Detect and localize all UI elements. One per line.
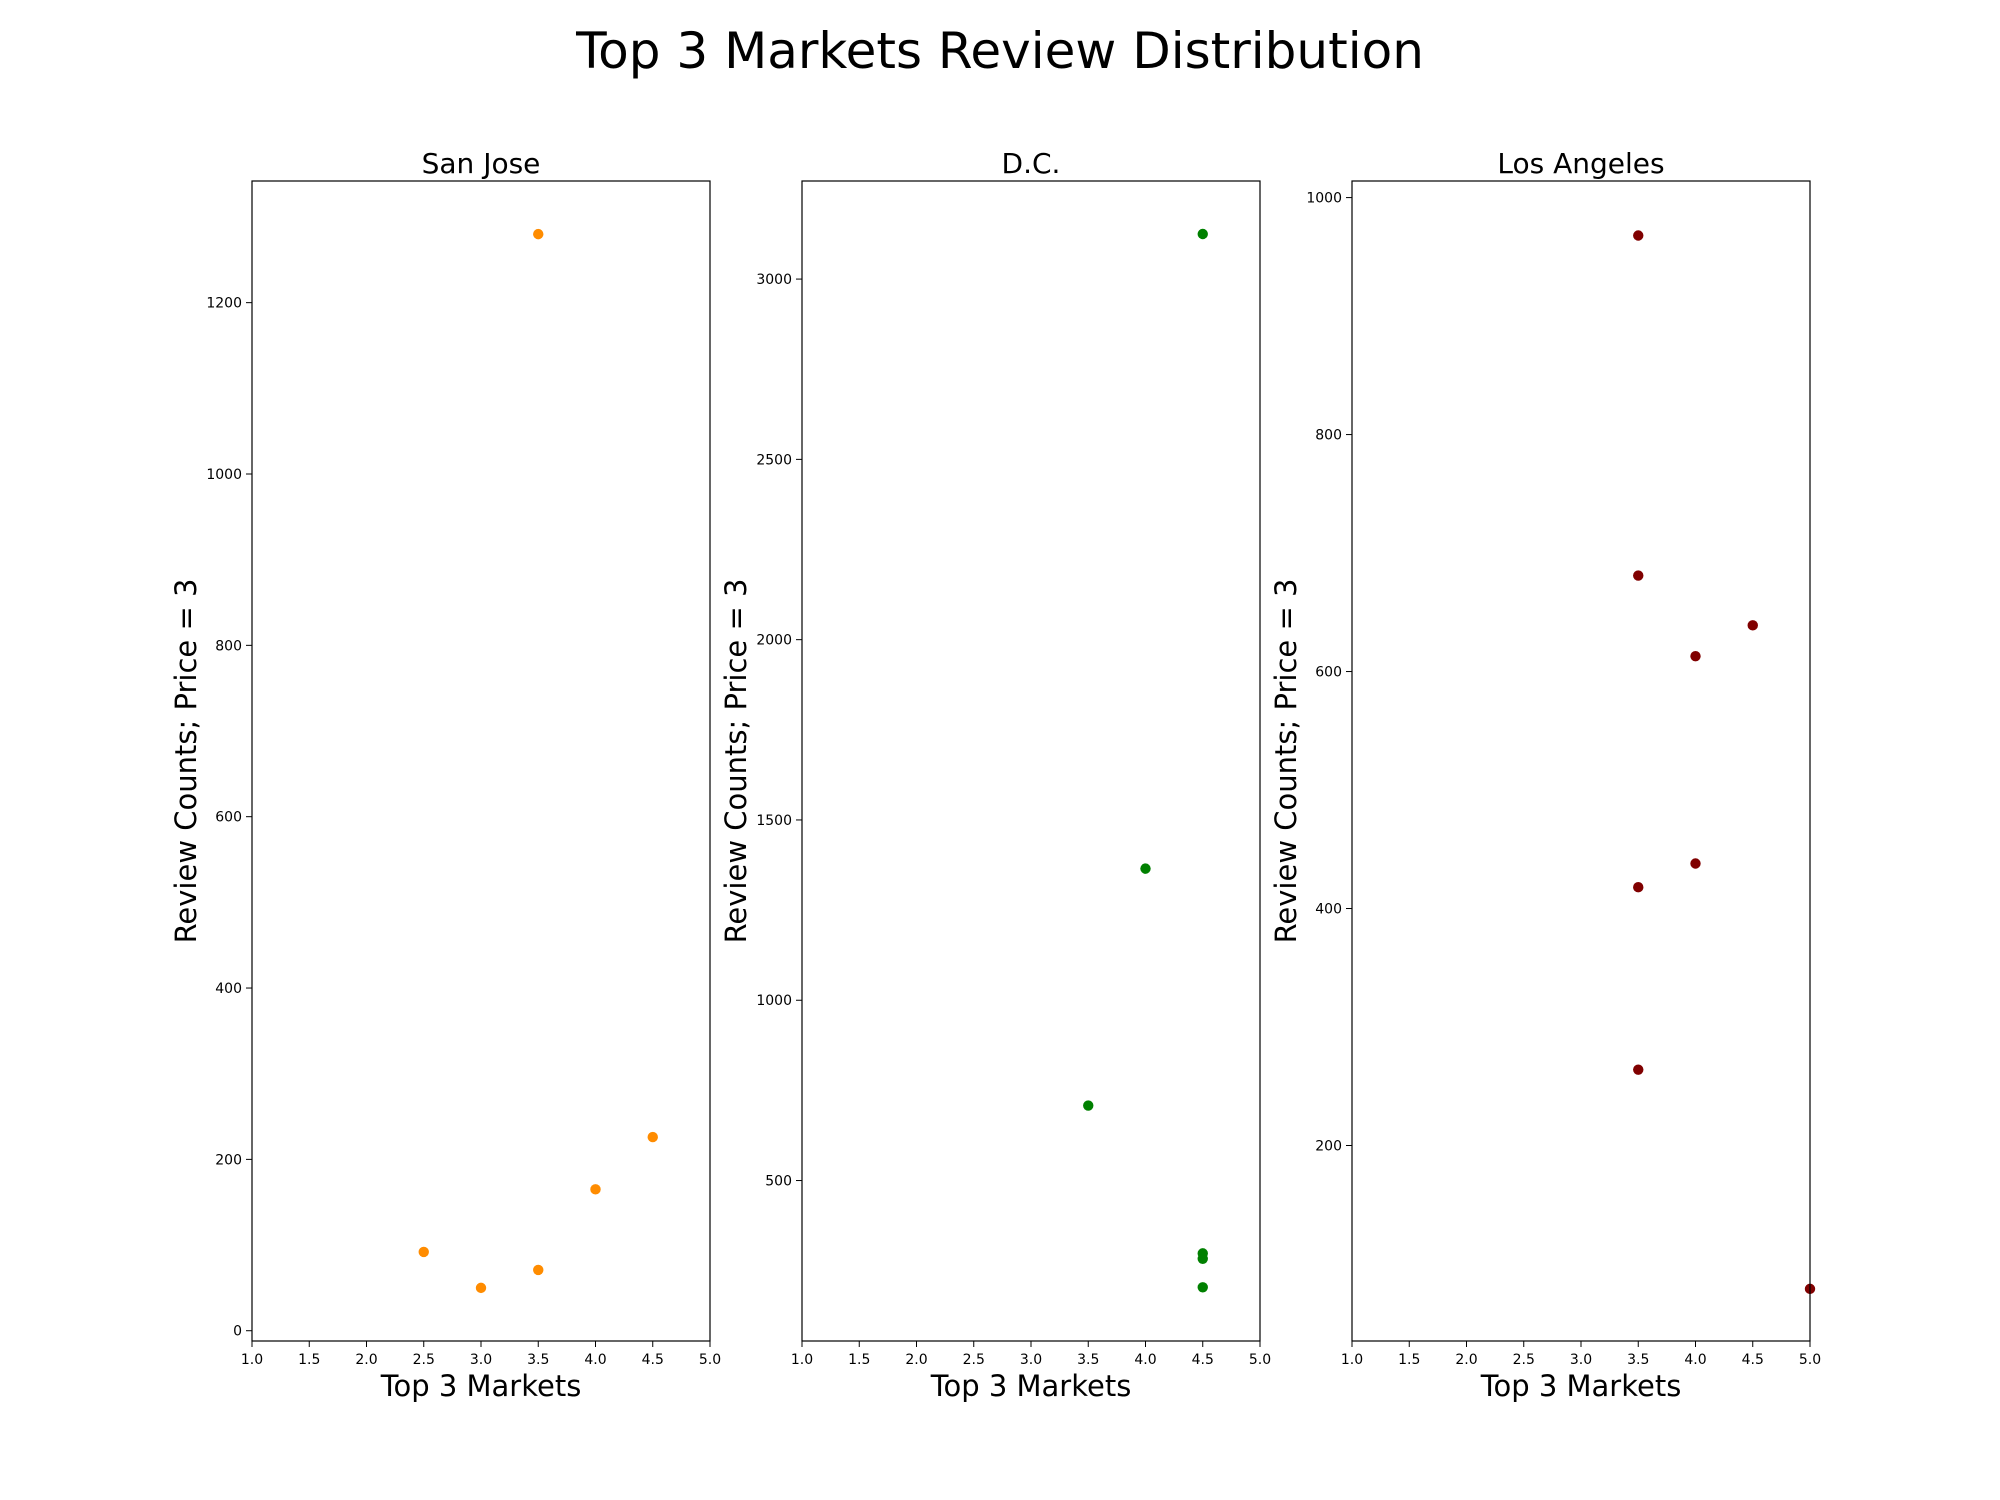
scatter-point	[1633, 881, 1644, 893]
x-axis-ticks: 1.0 1.5 2.0 2.5 3.0 3.5 4.0 4.5 5.0	[241, 1341, 721, 1368]
x-tick-label: 2.5	[963, 1352, 985, 1368]
scatter-point	[1197, 1253, 1208, 1264]
y-tick-label: 1200	[206, 296, 242, 312]
x-tick-label: 3.5	[1627, 1352, 1649, 1368]
axes-frame	[251, 180, 711, 1342]
y-tick-label: 600	[215, 810, 242, 826]
x-tick-label: 3.0	[1570, 1352, 1592, 1368]
scatter-point	[533, 228, 544, 240]
scatter-point	[533, 1264, 544, 1276]
scatter-points	[418, 228, 658, 1294]
y-tick-label: 800	[1315, 428, 1342, 444]
scatter-point	[590, 1184, 601, 1195]
x-tick-label: 4.5	[1742, 1352, 1764, 1368]
axes-frame	[1351, 180, 1811, 1342]
x-axis-label: Top 3 Markets	[380, 1369, 582, 1403]
x-tick-label: 5.0	[1249, 1352, 1271, 1368]
scatter-point	[475, 1282, 487, 1294]
x-tick-label: 1.0	[1341, 1352, 1363, 1368]
x-tick-label: 1.5	[298, 1352, 320, 1368]
y-tick-label: 0	[233, 1324, 242, 1340]
scatter-point	[1690, 650, 1701, 662]
scatter-point	[1197, 1282, 1208, 1293]
y-axis-label: Review Counts; Price = 3	[169, 579, 203, 944]
subplot-title: San Jose	[422, 147, 541, 180]
y-tick-label: 3000	[756, 272, 792, 288]
y-tick-label: 1000	[1306, 191, 1342, 207]
y-tick-label: 600	[1315, 665, 1342, 681]
x-tick-label: 5.0	[1799, 1352, 1821, 1368]
y-tick-label: 400	[215, 981, 242, 997]
scatter-points	[1633, 230, 1816, 1295]
x-tick-label: 1.5	[848, 1352, 870, 1368]
x-axis-ticks: 1.0 1.5 2.0 2.5 3.0 3.5 4.0 4.5 5.0	[1341, 1341, 1821, 1368]
x-tick-label: 5.0	[699, 1352, 721, 1368]
y-tick-label: 400	[1315, 902, 1342, 918]
subplot-title: Los Angeles	[1497, 147, 1664, 180]
y-tick-label: 2000	[756, 633, 792, 649]
y-tick-label: 200	[1315, 1138, 1342, 1154]
y-axis-label: Review Counts; Price = 3	[719, 579, 753, 944]
subplot-title: D.C.	[1002, 147, 1061, 180]
scatter-point	[418, 1246, 429, 1258]
x-tick-label: 4.5	[1192, 1352, 1214, 1368]
subplot-los-angeles: Los Angeles 1.0 1.5 2.0 2.5 3.0 3.5 4.0 4.5 5.0 …	[1269, 147, 1821, 1403]
y-tick-label: 1500	[756, 813, 792, 829]
x-axis-ticks: 1.0 1.5 2.0 2.5 3.0 3.5 4.0 4.5 5.0	[791, 1341, 1271, 1368]
x-tick-label: 4.5	[642, 1352, 664, 1368]
x-tick-label: 4.0	[584, 1352, 606, 1368]
x-tick-label: 3.0	[470, 1352, 492, 1368]
x-tick-label: 4.0	[1684, 1352, 1706, 1368]
x-tick-label: 3.5	[527, 1352, 549, 1368]
subplot-dc: D.C. 1.0 1.5 2.0 2.5 3.0 3.5 4.0 4.5 5.0 500 1000…	[719, 147, 1271, 1403]
x-axis-label: Top 3 Markets	[930, 1369, 1132, 1403]
scatter-points	[1083, 228, 1208, 1293]
x-tick-label: 2.0	[1455, 1352, 1477, 1368]
axes-frame	[801, 180, 1261, 1342]
y-tick-label: 1000	[206, 467, 242, 483]
x-tick-label: 1.0	[241, 1352, 263, 1368]
scatter-point	[647, 1131, 658, 1143]
scatter-point	[1633, 570, 1644, 581]
x-tick-label: 2.0	[905, 1352, 927, 1368]
y-tick-label: 800	[215, 638, 242, 654]
x-tick-label: 2.5	[413, 1352, 435, 1368]
y-tick-label: 1000	[756, 993, 792, 1009]
figure-title: Top 3 Markets Review Distribution	[575, 22, 1424, 80]
y-axis-label: Review Counts; Price = 3	[1269, 579, 1303, 944]
x-tick-label: 3.5	[1077, 1352, 1099, 1368]
scatter-point	[1690, 858, 1701, 869]
subplot-san-jose: San Jose 1.0 1.5 2.0 2.5 3.0 3.5 4.0 4.5 5.0 0 20…	[169, 147, 721, 1403]
y-tick-label: 2500	[756, 452, 792, 468]
y-tick-label: 500	[765, 1174, 792, 1190]
x-tick-label: 3.0	[1020, 1352, 1042, 1368]
y-axis-ticks: 200 400 600 800 1000	[1306, 191, 1352, 1154]
x-tick-label: 1.5	[1398, 1352, 1420, 1368]
y-tick-label: 200	[215, 1152, 242, 1168]
x-tick-label: 2.0	[355, 1352, 377, 1368]
x-tick-label: 2.5	[1513, 1352, 1535, 1368]
x-tick-label: 4.0	[1134, 1352, 1156, 1368]
scatter-point	[1747, 620, 1758, 631]
scatter-point	[1197, 228, 1208, 240]
scatter-point	[1140, 863, 1151, 874]
scatter-point	[1083, 1100, 1094, 1111]
x-tick-label: 1.0	[791, 1352, 813, 1368]
x-axis-label: Top 3 Markets	[1480, 1369, 1682, 1403]
scatter-point	[1633, 230, 1644, 241]
scatter-point	[1633, 1064, 1644, 1075]
y-axis-ticks: 0 200 400 600 800 1000 1200	[206, 296, 252, 1340]
y-axis-ticks: 500 1000 1500 2000 2500 3000	[756, 272, 802, 1190]
